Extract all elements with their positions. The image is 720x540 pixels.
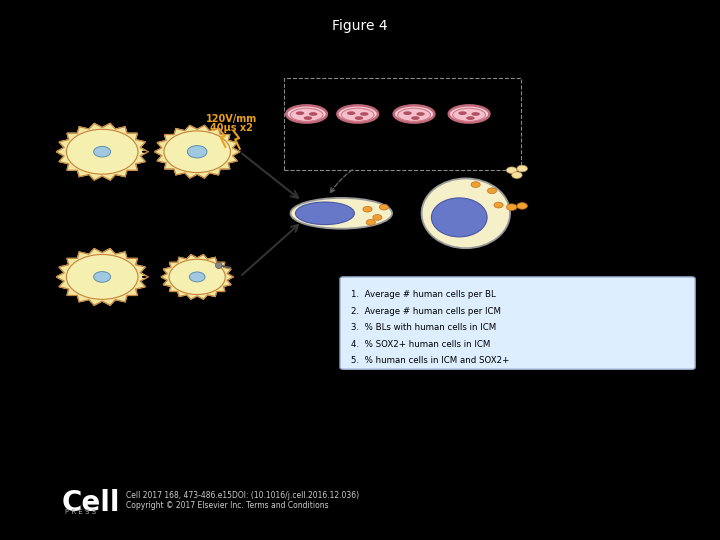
Text: D: D xyxy=(50,413,65,430)
Polygon shape xyxy=(56,248,148,305)
Circle shape xyxy=(373,214,382,220)
Circle shape xyxy=(363,206,372,212)
Circle shape xyxy=(169,259,225,294)
Ellipse shape xyxy=(403,111,412,115)
Ellipse shape xyxy=(296,111,305,115)
Polygon shape xyxy=(161,255,233,299)
Text: BL injection
(10 cells): BL injection (10 cells) xyxy=(315,240,368,259)
Text: 2iLD-hiPSCs: 2iLD-hiPSCs xyxy=(284,134,330,143)
Circle shape xyxy=(379,204,389,210)
Circle shape xyxy=(517,202,527,209)
Ellipse shape xyxy=(360,112,369,116)
Ellipse shape xyxy=(215,262,222,268)
Ellipse shape xyxy=(397,108,431,122)
Text: Copyright © 2017 Elsevier Inc. Terms and Conditions: Copyright © 2017 Elsevier Inc. Terms and… xyxy=(126,501,328,510)
Circle shape xyxy=(494,202,503,208)
Circle shape xyxy=(164,131,230,173)
Text: 2.  Average # human cells per ICM: 2. Average # human cells per ICM xyxy=(351,307,501,316)
Ellipse shape xyxy=(295,202,354,225)
Ellipse shape xyxy=(411,116,420,120)
Circle shape xyxy=(512,172,522,178)
Text: 1.  Average # human cells per BL: 1. Average # human cells per BL xyxy=(351,291,496,300)
Text: IVF: IVF xyxy=(190,305,204,314)
Text: P R E S S: P R E S S xyxy=(65,509,96,515)
Polygon shape xyxy=(155,125,240,178)
Circle shape xyxy=(506,204,517,211)
Ellipse shape xyxy=(416,112,425,116)
Text: Matured oocyte: Matured oocyte xyxy=(67,186,138,195)
Text: NHSM-hiPSCs: NHSM-hiPSCs xyxy=(388,134,440,143)
Ellipse shape xyxy=(394,105,434,123)
Circle shape xyxy=(66,130,138,174)
Ellipse shape xyxy=(338,105,378,123)
Text: Matured oocyte: Matured oocyte xyxy=(67,311,138,320)
Polygon shape xyxy=(56,124,148,180)
Ellipse shape xyxy=(309,112,318,116)
Ellipse shape xyxy=(466,116,474,120)
Text: 5.  % human cells in ICM and SOX2+: 5. % human cells in ICM and SOX2+ xyxy=(351,356,510,365)
Ellipse shape xyxy=(431,198,487,237)
Ellipse shape xyxy=(355,116,364,120)
Circle shape xyxy=(189,272,205,282)
Text: = hiPSCs in BL: = hiPSCs in BL xyxy=(533,166,597,175)
Circle shape xyxy=(94,272,111,282)
Ellipse shape xyxy=(449,105,490,123)
FancyBboxPatch shape xyxy=(340,277,695,369)
Circle shape xyxy=(94,146,111,157)
Text: 3.  % BLs with human cells in ICM: 3. % BLs with human cells in ICM xyxy=(351,323,496,332)
Text: FAC-hiPSCs: FAC-hiPSCs xyxy=(448,134,490,143)
Ellipse shape xyxy=(287,105,327,123)
Circle shape xyxy=(487,188,497,194)
Circle shape xyxy=(517,165,527,172)
Text: # human cells in ICM of pig BLs: # human cells in ICM of pig BLs xyxy=(444,444,599,454)
Circle shape xyxy=(187,146,207,158)
Ellipse shape xyxy=(422,178,510,248)
Text: Figure 4: Figure 4 xyxy=(332,19,388,33)
Ellipse shape xyxy=(341,108,374,122)
Ellipse shape xyxy=(291,198,392,229)
Text: C: C xyxy=(50,72,63,90)
Text: 40μs x2: 40μs x2 xyxy=(210,123,253,133)
Ellipse shape xyxy=(472,112,480,116)
Ellipse shape xyxy=(290,108,323,122)
Text: Cell 2017 168, 473-486.e15DOI: (10.1016/j.cell.2016.12.036): Cell 2017 168, 473-486.e15DOI: (10.1016/… xyxy=(126,491,359,501)
Text: 120V/mm: 120V/mm xyxy=(206,114,258,124)
Circle shape xyxy=(366,219,375,225)
Ellipse shape xyxy=(304,116,312,120)
Ellipse shape xyxy=(458,111,467,115)
Ellipse shape xyxy=(347,111,356,115)
Text: = hiPSCs in ICM: = hiPSCs in ICM xyxy=(533,202,602,212)
Text: 4i-hiPSCs: 4i-hiPSCs xyxy=(340,134,376,143)
Circle shape xyxy=(506,167,517,173)
Text: Cell: Cell xyxy=(61,489,120,517)
Text: 4.  % SOX2+ human cells in ICM: 4. % SOX2+ human cells in ICM xyxy=(351,340,490,349)
Text: Parthenoactivation: Parthenoactivation xyxy=(154,184,240,193)
Text: Pig:: Pig: xyxy=(79,106,99,116)
Circle shape xyxy=(66,254,138,299)
Ellipse shape xyxy=(453,108,485,122)
Text: Cattle:: Cattle: xyxy=(79,229,114,239)
Circle shape xyxy=(471,181,480,187)
Text: # human cells in ICM cf cattle BLs: # human cells in ICM cf cattle BLs xyxy=(78,444,245,454)
